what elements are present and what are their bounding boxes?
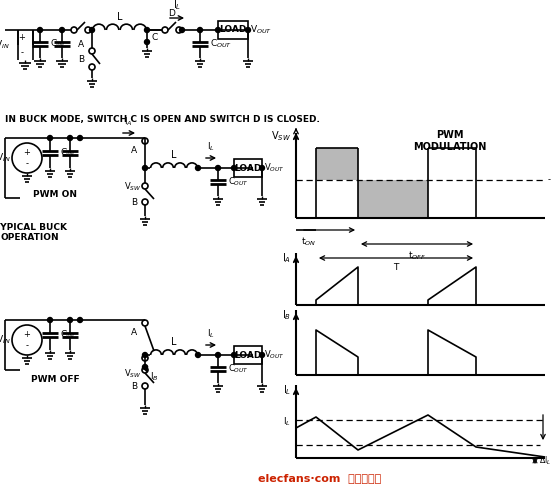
Text: V$_{IN}$: V$_{IN}$ [0,39,10,51]
Text: A: A [78,40,84,49]
Text: B: B [131,382,137,391]
Text: -: - [25,342,29,350]
Circle shape [216,27,221,32]
Text: C$_{OUT}$: C$_{OUT}$ [228,176,249,188]
Text: V$_{SW}$: V$_{SW}$ [124,367,142,379]
Text: C$_{IN}$: C$_{IN}$ [50,38,65,50]
Text: - V$_{OUT}$: - V$_{OUT}$ [547,174,553,186]
Circle shape [143,166,148,171]
Bar [358,180,428,218]
Text: B: B [78,55,84,65]
Circle shape [232,166,237,171]
Text: I$_L$: I$_L$ [207,327,215,340]
Text: I$_L$: I$_L$ [283,416,291,428]
Text: L: L [117,12,122,22]
Text: LOAD: LOAD [234,164,262,172]
Circle shape [77,136,82,141]
Bar [218,21,248,39]
Text: t$_{OFF}$: t$_{OFF}$ [408,249,426,262]
Text: V$_{SW}$: V$_{SW}$ [271,129,291,143]
Text: ΔI$_L$: ΔI$_L$ [539,455,551,467]
Text: PWM
MODULATION: PWM MODULATION [413,130,487,151]
Bar [234,159,262,177]
Text: I$_L$: I$_L$ [283,383,291,397]
Text: D: D [169,9,175,18]
Text: A: A [131,146,137,154]
Text: L: L [171,337,177,347]
Text: C$_{IN}$: C$_{IN}$ [60,147,75,159]
Text: C$_{OUT}$: C$_{OUT}$ [228,363,249,375]
Circle shape [196,166,201,171]
Text: IN BUCK MODE, SWITCH C IS OPEN AND SWITCH D IS CLOSED.: IN BUCK MODE, SWITCH C IS OPEN AND SWITC… [5,115,320,124]
Circle shape [144,27,149,32]
Circle shape [216,352,221,358]
Circle shape [48,136,53,141]
Circle shape [259,166,264,171]
Bar [234,346,262,364]
Text: C: C [152,33,158,43]
Text: T: T [393,263,399,272]
Text: V$_{OUT}$: V$_{OUT}$ [264,162,285,174]
Circle shape [180,27,185,32]
Text: I$_A$: I$_A$ [124,116,132,128]
Text: I$_B$: I$_B$ [150,371,159,383]
Text: +: + [24,329,30,339]
Text: -: - [25,160,29,169]
Text: V$_{IN}$: V$_{IN}$ [0,152,11,164]
Circle shape [143,365,148,369]
Text: C$_{OUT}$: C$_{OUT}$ [210,38,232,50]
Text: B: B [131,197,137,206]
Circle shape [196,352,201,358]
Circle shape [259,352,264,358]
Text: L: L [171,150,177,160]
Bar [316,148,358,180]
Circle shape [48,318,53,322]
Text: I$_L$: I$_L$ [207,141,215,153]
Circle shape [143,352,148,358]
Circle shape [216,166,221,171]
Text: elecfans·com  电子发烧友: elecfans·com 电子发烧友 [258,473,382,483]
Text: LOAD: LOAD [220,25,247,34]
Circle shape [90,27,95,32]
Text: I$_A$: I$_A$ [282,251,291,265]
Text: t$_{ON}$: t$_{ON}$ [301,235,316,247]
Circle shape [67,318,72,322]
Text: PWM OFF: PWM OFF [30,375,79,384]
Text: PWM ON: PWM ON [33,190,77,199]
Text: V$_{IN}$: V$_{IN}$ [0,334,11,346]
Circle shape [197,27,202,32]
Circle shape [232,352,237,358]
Text: -: - [20,49,23,57]
Text: V$_{SW}$: V$_{SW}$ [124,180,142,193]
Circle shape [246,27,251,32]
Circle shape [60,27,65,32]
Text: LOAD: LOAD [234,350,262,360]
Text: V$_{OUT}$: V$_{OUT}$ [264,349,285,361]
Text: TYPICAL BUCK
OPERATION: TYPICAL BUCK OPERATION [0,223,66,243]
Text: +: + [24,147,30,156]
Circle shape [67,136,72,141]
Text: V$_{OUT}$: V$_{OUT}$ [250,24,272,36]
Text: I$_B$: I$_B$ [282,308,291,322]
Circle shape [77,318,82,322]
Text: C$_{IN}$: C$_{IN}$ [60,329,75,341]
Circle shape [144,40,149,45]
Text: +: + [19,32,25,42]
Text: A: A [131,327,137,337]
Text: I$_L$: I$_L$ [173,0,181,12]
Circle shape [38,27,43,32]
